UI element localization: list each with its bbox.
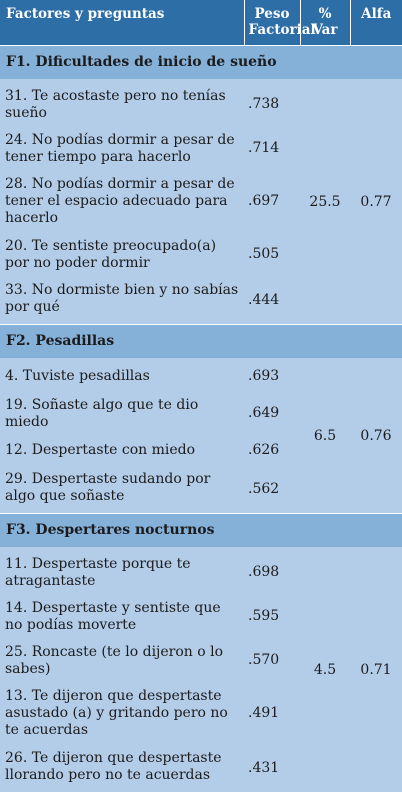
header-peso-line1: Peso bbox=[254, 6, 290, 22]
item-weight: .431 bbox=[248, 759, 280, 776]
item-weight: .444 bbox=[248, 291, 280, 308]
item-text: 20. Te sentiste preocupado(a) por no pod… bbox=[5, 237, 217, 271]
item-text: 31. Te acostaste pero no tenías sueño bbox=[5, 87, 226, 121]
table-row: 4. Tuviste pesadillas .693 6.5 0.76 bbox=[0, 358, 402, 445]
item-text: 24. No podías dormir a pesar de tener ti… bbox=[5, 131, 235, 165]
item-weight: .505 bbox=[248, 246, 280, 262]
header-row: Factores y preguntas Peso Factorial % Va… bbox=[0, 0, 402, 45]
item-text: 12. Despertaste con miedo bbox=[5, 442, 196, 458]
table-row: 11. Despertaste porque te atragantaste .… bbox=[0, 547, 402, 679]
table-row: 28. No podías dormir a pesar de tener el… bbox=[0, 171, 402, 233]
header-factores: Factores y preguntas bbox=[0, 0, 244, 45]
table-row: 20. Te sentiste preocupado(a) por no pod… bbox=[0, 233, 402, 277]
section-row: F3. Despertares nocturnos bbox=[0, 512, 402, 547]
table-row: 25. Roncaste (te lo dijeron o lo sabes) … bbox=[0, 639, 402, 683]
table-row: 29. Despertaste sudando por algo que soñ… bbox=[0, 466, 402, 514]
header-var-line1: % bbox=[318, 6, 332, 22]
table-row: 14. Despertaste y sentiste que no podías… bbox=[0, 595, 402, 639]
item-text: 28. No podías dormir a pesar de tener el… bbox=[5, 176, 235, 226]
item-weight: .491 bbox=[248, 705, 280, 721]
item-text: 33. No dormiste bien y no sabías por qué bbox=[5, 281, 239, 315]
item-weight: .649 bbox=[248, 405, 280, 421]
table-row: 19. Soñaste algo que te dio miedo .649 bbox=[0, 392, 402, 436]
item-text: 25. Roncaste (te lo dijeron o lo sabes) bbox=[5, 643, 224, 677]
table-row: 33. No dormiste bien y no sabías por qué… bbox=[0, 277, 402, 325]
item-weight: .698 bbox=[248, 563, 280, 580]
item-weight: .570 bbox=[248, 652, 280, 668]
item-text: 19. Soñaste algo que te dio miedo bbox=[5, 396, 199, 430]
header-peso: Peso Factorial bbox=[243, 0, 316, 45]
item-weight: .595 bbox=[248, 608, 280, 624]
table-row: 13. Te dijeron que despertaste asustado … bbox=[0, 683, 402, 745]
item-weight: .714 bbox=[248, 140, 280, 156]
section-title: F1. Dificultades de inicio de sueño bbox=[0, 44, 402, 79]
header-var: % Var bbox=[299, 0, 350, 45]
section-title: F3. Despertares nocturnos bbox=[0, 512, 402, 547]
item-weight: .562 bbox=[248, 480, 280, 497]
section-title: F2. Pesadillas bbox=[0, 323, 402, 358]
header-alfa: Alfa bbox=[349, 0, 402, 45]
header-var-line2: Var bbox=[312, 22, 338, 38]
table-row: 12. Despertaste con miedo .626 bbox=[0, 436, 402, 466]
table-row: 24. No podías dormir a pesar de tener ti… bbox=[0, 127, 402, 171]
item-text: 26. Te dijeron que despertaste llorando … bbox=[5, 749, 222, 783]
section-alfa: 0.77 bbox=[360, 194, 392, 210]
table-row: 31. Te acostaste pero no tenías sueño .7… bbox=[0, 79, 402, 211]
section-var: 6.5 bbox=[313, 428, 337, 444]
item-weight: .693 bbox=[248, 367, 280, 384]
item-weight: .697 bbox=[248, 193, 280, 209]
header-peso-line2: Factorial bbox=[248, 22, 316, 38]
section-row: F2. Pesadillas bbox=[0, 323, 402, 358]
item-weight: .738 bbox=[248, 95, 280, 112]
section-var: 4.5 bbox=[313, 662, 337, 678]
section-alfa: 0.76 bbox=[360, 428, 392, 444]
section-row: F1. Dificultades de inicio de sueño bbox=[0, 44, 402, 79]
item-text: 13. Te dijeron que despertaste asustado … bbox=[5, 688, 228, 738]
table-row: 26. Te dijeron que despertaste llorando … bbox=[0, 745, 402, 792]
item-text: 29. Despertaste sudando por algo que soñ… bbox=[5, 470, 211, 504]
item-weight: .626 bbox=[248, 442, 280, 458]
section-alfa: 0.71 bbox=[360, 662, 392, 678]
item-text: 14. Despertaste y sentiste que no podías… bbox=[5, 599, 221, 633]
item-text: 11. Despertaste porque te atragantaste bbox=[5, 555, 191, 589]
section-var: 25.5 bbox=[309, 194, 341, 210]
item-text: 4. Tuviste pesadillas bbox=[5, 368, 150, 384]
